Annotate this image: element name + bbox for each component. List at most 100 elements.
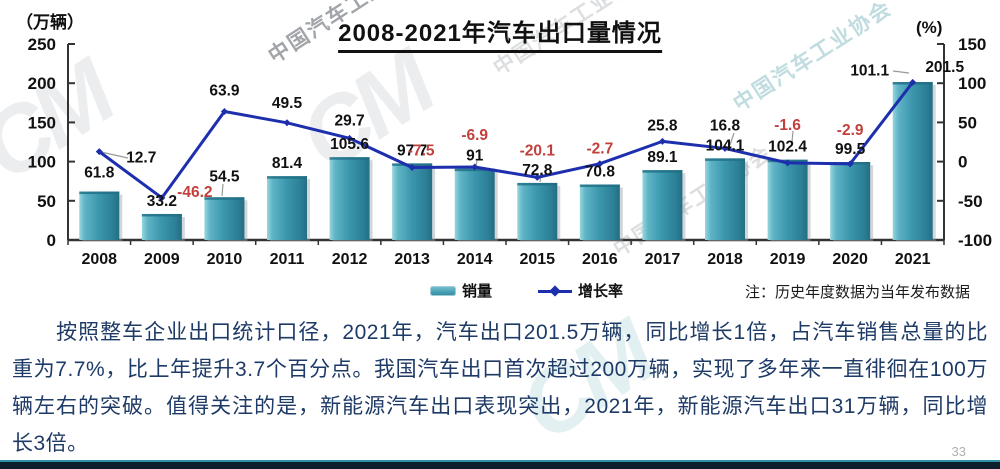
year-label: 2019 (770, 251, 806, 268)
bar-top-edge (705, 158, 745, 161)
growth-value-label: -1.6 (774, 117, 801, 134)
year-label: 2021 (895, 251, 931, 268)
bar-value-label: 61.8 (84, 165, 115, 182)
bar-top-edge (141, 213, 182, 217)
bar-value-label: 54.5 (209, 168, 240, 185)
bar-top-edge (642, 170, 683, 173)
bar-value-label: 72.8 (522, 162, 553, 179)
left-tick-label: 50 (37, 192, 56, 211)
bar-value-label: 104.1 (706, 137, 745, 154)
bar (642, 170, 683, 240)
growth-value-label: 101.1 (850, 62, 889, 79)
line-marker-diamond (408, 163, 416, 171)
year-label: 2016 (582, 251, 618, 268)
growth-value-label: -2.9 (837, 122, 864, 139)
chart-note: 注：历史年度数据为当年发布数据 (744, 284, 970, 301)
bar-value-label: 33.2 (147, 193, 177, 210)
year-label: 2013 (394, 251, 430, 268)
growth-value-label: -2.7 (586, 141, 613, 158)
bottom-divider-bar (0, 460, 1000, 469)
legend-item-growth: 增长率 (538, 280, 623, 301)
growth-value-label: -7.5 (408, 142, 435, 159)
growth-value-label: 63.9 (209, 83, 240, 100)
bar (79, 191, 120, 240)
year-label: 2009 (144, 251, 180, 268)
bar-value-label: 105.6 (330, 136, 369, 153)
left-axis-unit-label: （万辆） (16, 13, 84, 32)
bar (204, 197, 245, 240)
bar-top-edge (79, 191, 120, 195)
bar-value-label: 70.8 (585, 163, 616, 180)
year-label: 2018 (707, 251, 743, 268)
bar (141, 213, 182, 240)
line-marker-diamond (220, 108, 228, 116)
right-tick-label: 100 (958, 74, 986, 93)
export-volume-chart: 250 200 150 100 50 0 150 100 50 0 -50 -100 2008 2009 2… (28, 35, 992, 268)
right-tick-label: 150 (958, 35, 986, 54)
bar (517, 182, 558, 240)
bar-value-label: 102.4 (768, 139, 807, 156)
year-label: 2010 (207, 251, 243, 268)
year-label: 2012 (332, 251, 368, 268)
bar (454, 168, 495, 240)
growth-value-label: -20.1 (520, 142, 556, 159)
leader-line (221, 183, 224, 197)
sales-bar-swatch-icon (430, 285, 456, 296)
commentary-paragraph: 按照整车企业出口统计口径，2021年，汽车出口201.5万辆，同比增长1倍，占汽… (12, 321, 988, 455)
right-tick-label: -50 (958, 192, 983, 211)
line-marker-diamond (95, 148, 103, 156)
bar-value-label: 91 (466, 148, 484, 165)
right-tick-label: -100 (958, 231, 992, 250)
leader-line (100, 151, 129, 159)
year-label: 2017 (645, 251, 681, 268)
line-marker-diamond (909, 78, 917, 86)
growth-value-label: -46.2 (177, 184, 212, 201)
year-label: 2008 (81, 251, 117, 268)
chart-title: 2008-2021年汽车出口量情况 (338, 13, 662, 53)
bar (579, 184, 620, 240)
growth-value-label: 16.8 (710, 117, 741, 134)
bar-value-label: 97.7 (397, 142, 427, 159)
year-label: 2020 (832, 251, 868, 268)
legend-sales-label: 销量 (462, 283, 493, 300)
right-tick-label: 0 (958, 153, 967, 172)
bar-value-label: 99.5 (835, 141, 866, 158)
leader-line (791, 130, 794, 143)
left-tick-label: 250 (28, 35, 56, 54)
left-tick-label: 150 (28, 113, 56, 132)
line-marker-diamond (158, 194, 166, 202)
chart-legend: 销量 增长率 (430, 280, 623, 301)
bar (392, 163, 433, 240)
line-marker-diamond (721, 144, 729, 152)
line-marker-diamond (283, 119, 291, 127)
growth-value-label: -6.9 (461, 127, 488, 144)
line-marker-diamond (471, 163, 479, 171)
bar-top-edge (517, 182, 558, 186)
growth-value-label: 29.7 (334, 112, 364, 129)
bar-value-label: 89.1 (647, 149, 678, 166)
bar-top-edge (329, 157, 370, 160)
right-axis-unit-label: (%) (916, 18, 943, 37)
legend-item-sales: 销量 (430, 280, 492, 301)
line-marker-diamond (596, 160, 604, 168)
bar-top-edge (267, 176, 307, 179)
legend-growth-label: 增长率 (578, 283, 624, 300)
bar (830, 161, 871, 240)
growth-value-label: 25.8 (647, 117, 678, 134)
right-tick-label: 50 (958, 113, 977, 132)
left-tick-label: 0 (47, 231, 56, 250)
page-number: 33 (951, 444, 966, 459)
bar (267, 176, 307, 240)
bar (892, 82, 933, 240)
left-tick-label: 100 (28, 153, 56, 172)
growth-trend-line (97, 80, 915, 200)
bar-top-edge (204, 197, 245, 200)
bar-value-label: 201.5 (925, 59, 964, 76)
growth-line-swatch-icon (538, 284, 573, 297)
bar (705, 158, 745, 240)
year-label: 2011 (270, 251, 305, 268)
year-label: 2015 (519, 251, 555, 268)
left-tick-label: 200 (28, 74, 56, 93)
line-marker-diamond (533, 173, 541, 181)
